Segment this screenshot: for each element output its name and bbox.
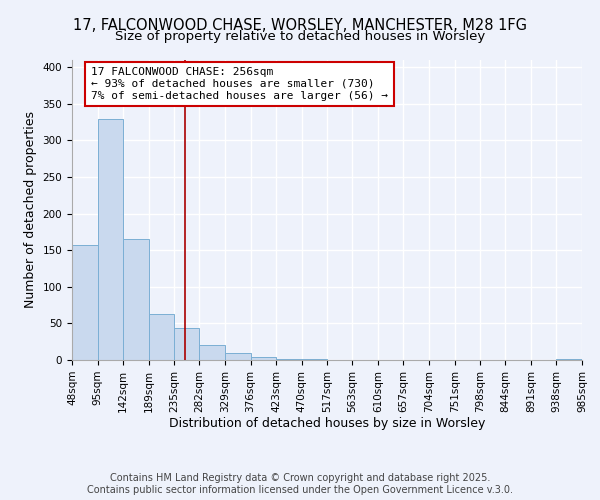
Text: 17, FALCONWOOD CHASE, WORSLEY, MANCHESTER, M28 1FG: 17, FALCONWOOD CHASE, WORSLEY, MANCHESTE… (73, 18, 527, 32)
Text: Size of property relative to detached houses in Worsley: Size of property relative to detached ho… (115, 30, 485, 43)
Bar (199, 346, 225, 360)
Text: Contains HM Land Registry data © Crown copyright and database right 2025.
Contai: Contains HM Land Registry data © Crown c… (87, 474, 513, 495)
Bar (251, 357, 276, 360)
Text: 17 FALCONWOOD CHASE: 256sqm
← 93% of detached houses are smaller (730)
7% of sem: 17 FALCONWOOD CHASE: 256sqm ← 93% of det… (91, 68, 388, 100)
Bar (72, 245, 98, 360)
X-axis label: Distribution of detached houses by size in Worsley: Distribution of detached houses by size … (169, 418, 485, 430)
Bar (225, 354, 251, 360)
Y-axis label: Number of detached properties: Number of detached properties (24, 112, 37, 308)
Bar (174, 328, 199, 360)
Bar (149, 314, 175, 360)
Bar (123, 240, 149, 360)
Bar (98, 118, 123, 360)
